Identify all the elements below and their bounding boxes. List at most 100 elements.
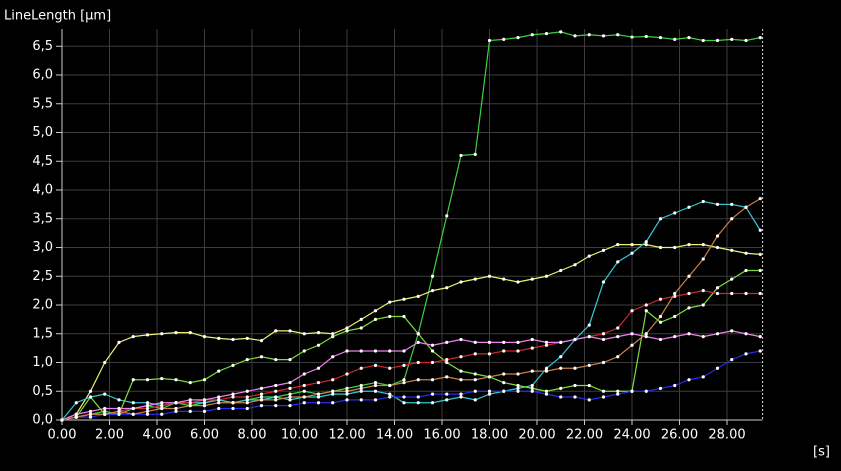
- data-point: [544, 31, 549, 36]
- series-line: [61, 350, 761, 421]
- data-point: [259, 398, 264, 402]
- data-point: [744, 205, 748, 209]
- data-point: [616, 33, 620, 37]
- data-point: [331, 335, 335, 339]
- data-point: [160, 332, 164, 336]
- data-point: [331, 401, 335, 405]
- x-tick-label: 0.00: [48, 428, 77, 443]
- data-point: [701, 38, 705, 43]
- data-point: [687, 306, 691, 310]
- data-point: [188, 409, 192, 413]
- data-point: [559, 340, 563, 344]
- data-point: [758, 349, 762, 353]
- series-line: [61, 244, 761, 421]
- data-point: [288, 329, 292, 333]
- data-point: [145, 404, 150, 408]
- data-point: [473, 352, 477, 356]
- x-axis-label: [s]: [813, 445, 830, 460]
- data-point: [530, 346, 534, 350]
- data-point: [231, 337, 235, 342]
- data-point: [473, 389, 477, 393]
- data-point: [217, 395, 221, 399]
- data-point: [430, 401, 435, 405]
- data-point: [630, 35, 634, 39]
- data-point: [131, 406, 135, 411]
- data-point: [445, 392, 449, 396]
- data-point: [302, 395, 306, 399]
- data-point: [345, 389, 349, 393]
- data-point: [373, 383, 378, 388]
- data-point: [730, 202, 734, 206]
- data-point: [601, 337, 606, 342]
- data-point: [544, 369, 549, 373]
- data-point: [459, 280, 463, 284]
- data-point: [587, 33, 591, 37]
- data-point: [402, 297, 406, 301]
- data-point: [402, 363, 406, 367]
- data-point: [231, 406, 235, 411]
- data-point: [245, 406, 249, 411]
- data-point: [459, 369, 463, 373]
- data-point: [416, 395, 420, 399]
- data-point: [245, 398, 249, 402]
- data-point: [345, 329, 349, 333]
- y-tick-label: 1,0: [32, 355, 53, 370]
- data-point: [673, 37, 677, 41]
- data-point: [117, 340, 121, 344]
- data-point: [430, 343, 435, 347]
- data-point: [402, 401, 406, 405]
- data-point: [601, 248, 606, 252]
- data-point: [245, 336, 249, 340]
- data-point: [473, 277, 477, 281]
- data-point: [730, 329, 734, 333]
- data-point: [687, 36, 691, 40]
- y-tick-label: 4,5: [32, 154, 53, 169]
- data-point: [88, 395, 93, 399]
- data-point: [502, 349, 506, 353]
- y-tick-label: 5,5: [32, 96, 53, 111]
- data-point: [274, 358, 278, 362]
- data-point: [174, 331, 178, 335]
- data-point: [487, 38, 492, 43]
- data-point: [715, 245, 720, 250]
- y-tick-label: 4,0: [32, 183, 53, 198]
- y-tick-label: 6,0: [32, 68, 53, 83]
- data-point: [744, 268, 748, 273]
- data-point: [217, 336, 221, 340]
- data-point: [502, 277, 506, 281]
- x-tick-label: 16.00: [423, 428, 460, 443]
- data-point: [644, 240, 648, 244]
- y-tick-label: 3,0: [32, 240, 53, 255]
- data-point: [559, 366, 563, 370]
- data-point: [487, 352, 492, 356]
- data-point: [758, 291, 762, 296]
- data-point: [658, 217, 663, 221]
- data-point: [274, 383, 278, 388]
- data-point: [316, 401, 321, 405]
- data-point: [658, 36, 663, 40]
- data-point: [502, 37, 506, 41]
- data-point: [516, 280, 520, 284]
- y-tick-label: 2,5: [32, 269, 53, 284]
- data-point: [202, 404, 207, 408]
- data-point: [587, 363, 591, 367]
- data-point: [188, 401, 192, 405]
- data-point: [715, 38, 720, 43]
- data-point: [487, 274, 492, 278]
- data-point: [673, 211, 677, 215]
- data-point: [231, 395, 235, 399]
- data-point: [630, 251, 634, 255]
- data-point: [487, 340, 492, 344]
- data-point: [744, 251, 748, 255]
- data-point: [416, 294, 420, 298]
- data-point: [715, 332, 720, 336]
- data-point: [701, 243, 705, 247]
- x-tick-label: 14.00: [376, 428, 413, 443]
- data-point: [331, 389, 335, 393]
- data-point: [459, 395, 463, 399]
- data-point: [331, 332, 335, 336]
- data-point: [202, 335, 207, 339]
- data-point: [416, 332, 420, 336]
- x-tick-label: 26.00: [661, 428, 698, 443]
- data-point: [730, 37, 734, 41]
